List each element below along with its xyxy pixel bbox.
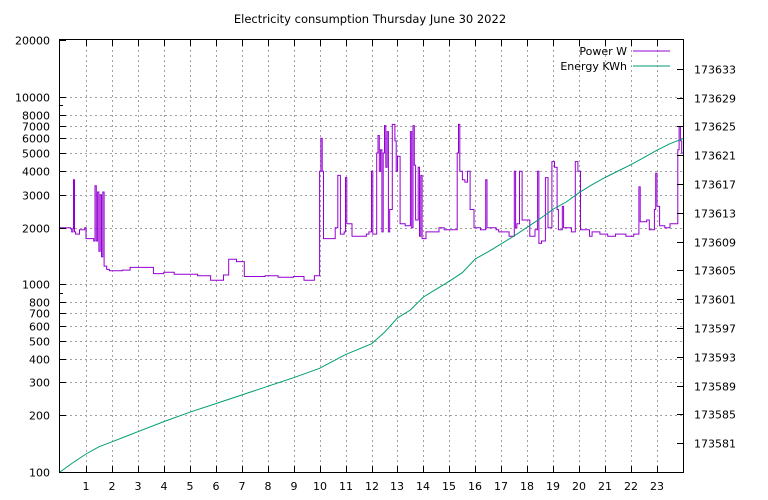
x-tick-label: 22 [624, 480, 638, 493]
x-tick-label: 4 [161, 480, 168, 493]
x-tick-label: 8 [265, 480, 272, 493]
y-left-tick-label: 600 [29, 321, 50, 334]
series-line-energy [59, 138, 684, 473]
x-tick-label: 12 [365, 480, 379, 493]
y-right-tick-label: 173613 [694, 208, 736, 221]
y-left-tick-label: 1000 [22, 279, 50, 292]
y-left-tick-label: 400 [29, 354, 50, 367]
y-left-tick-label: 500 [29, 336, 50, 349]
y-left-tick-label: 100 [29, 467, 50, 480]
x-tick-label: 9 [291, 480, 298, 493]
y-right-tick-label: 173617 [694, 179, 736, 192]
y-left-tick-label: 4000 [22, 166, 50, 179]
y-right-tick-label: 173601 [694, 294, 736, 307]
y-left-tick-label: 8000 [22, 110, 50, 123]
x-tick-label: 19 [546, 480, 560, 493]
x-tick-label: 17 [494, 480, 508, 493]
legend: Power W Energy KWh [560, 45, 670, 73]
chart-title: Electricity consumption Thursday June 30… [234, 12, 506, 26]
x-tick-label: 11 [339, 480, 353, 493]
x-tick-label: 16 [468, 480, 482, 493]
y-right-tick-label: 173633 [694, 64, 736, 77]
y-right-tick-label: 173581 [694, 438, 736, 451]
tick-layer: 1 2 3 4 5 6 7 8 9 10 11 12 13 14 15 16 17 18 19 20 21 22 23100… [15, 35, 736, 494]
y-left-tick-label: 3000 [22, 190, 50, 203]
y-right-tick-label: 173589 [694, 381, 736, 394]
series-line-power [60, 123, 683, 281]
y-right-tick-label: 173585 [694, 409, 736, 422]
x-tick-label: 20 [572, 480, 586, 493]
plot-frame [59, 39, 684, 473]
x-tick-label: 2 [109, 480, 116, 493]
x-tick-label: 23 [650, 480, 664, 493]
y-right-tick-label: 173621 [694, 150, 736, 163]
x-tick-label: 21 [598, 480, 612, 493]
y-right-tick-label: 173593 [694, 352, 736, 365]
x-tick-label: 6 [213, 480, 220, 493]
y-left-tick-label: 5000 [22, 148, 50, 161]
x-tick-label: 7 [239, 480, 246, 493]
y-right-tick-label: 173605 [694, 265, 736, 278]
y-left-tick-label: 300 [29, 377, 50, 390]
y-left-tick-label: 10000 [15, 92, 50, 105]
y-left-tick-label: 2000 [22, 223, 50, 236]
x-tick-label: 14 [416, 480, 430, 493]
x-tick-label: 3 [135, 480, 142, 493]
x-tick-label: 1 [83, 480, 90, 493]
x-tick-label: 5 [187, 480, 194, 493]
y-left-tick-label: 200 [29, 410, 50, 423]
x-tick-label: 13 [390, 480, 404, 493]
x-tick-label: 15 [442, 480, 456, 493]
y-right-tick-label: 173609 [694, 237, 736, 250]
legend-label: Power W [579, 45, 627, 58]
x-tick-label: 18 [520, 480, 534, 493]
y-left-tick-label: 20000 [15, 35, 50, 48]
series-layer [59, 123, 684, 473]
y-right-tick-label: 173597 [694, 323, 736, 336]
y-right-tick-label: 173625 [694, 121, 736, 134]
y-right-tick-label: 173629 [694, 93, 736, 106]
y-left-tick-label: 7000 [22, 121, 50, 134]
y-left-tick-label: 6000 [22, 133, 50, 146]
y-left-tick-label: 700 [29, 308, 50, 321]
legend-label: Energy KWh [560, 60, 627, 73]
x-tick-label: 10 [313, 480, 327, 493]
y-left-tick-label: 800 [29, 297, 50, 310]
